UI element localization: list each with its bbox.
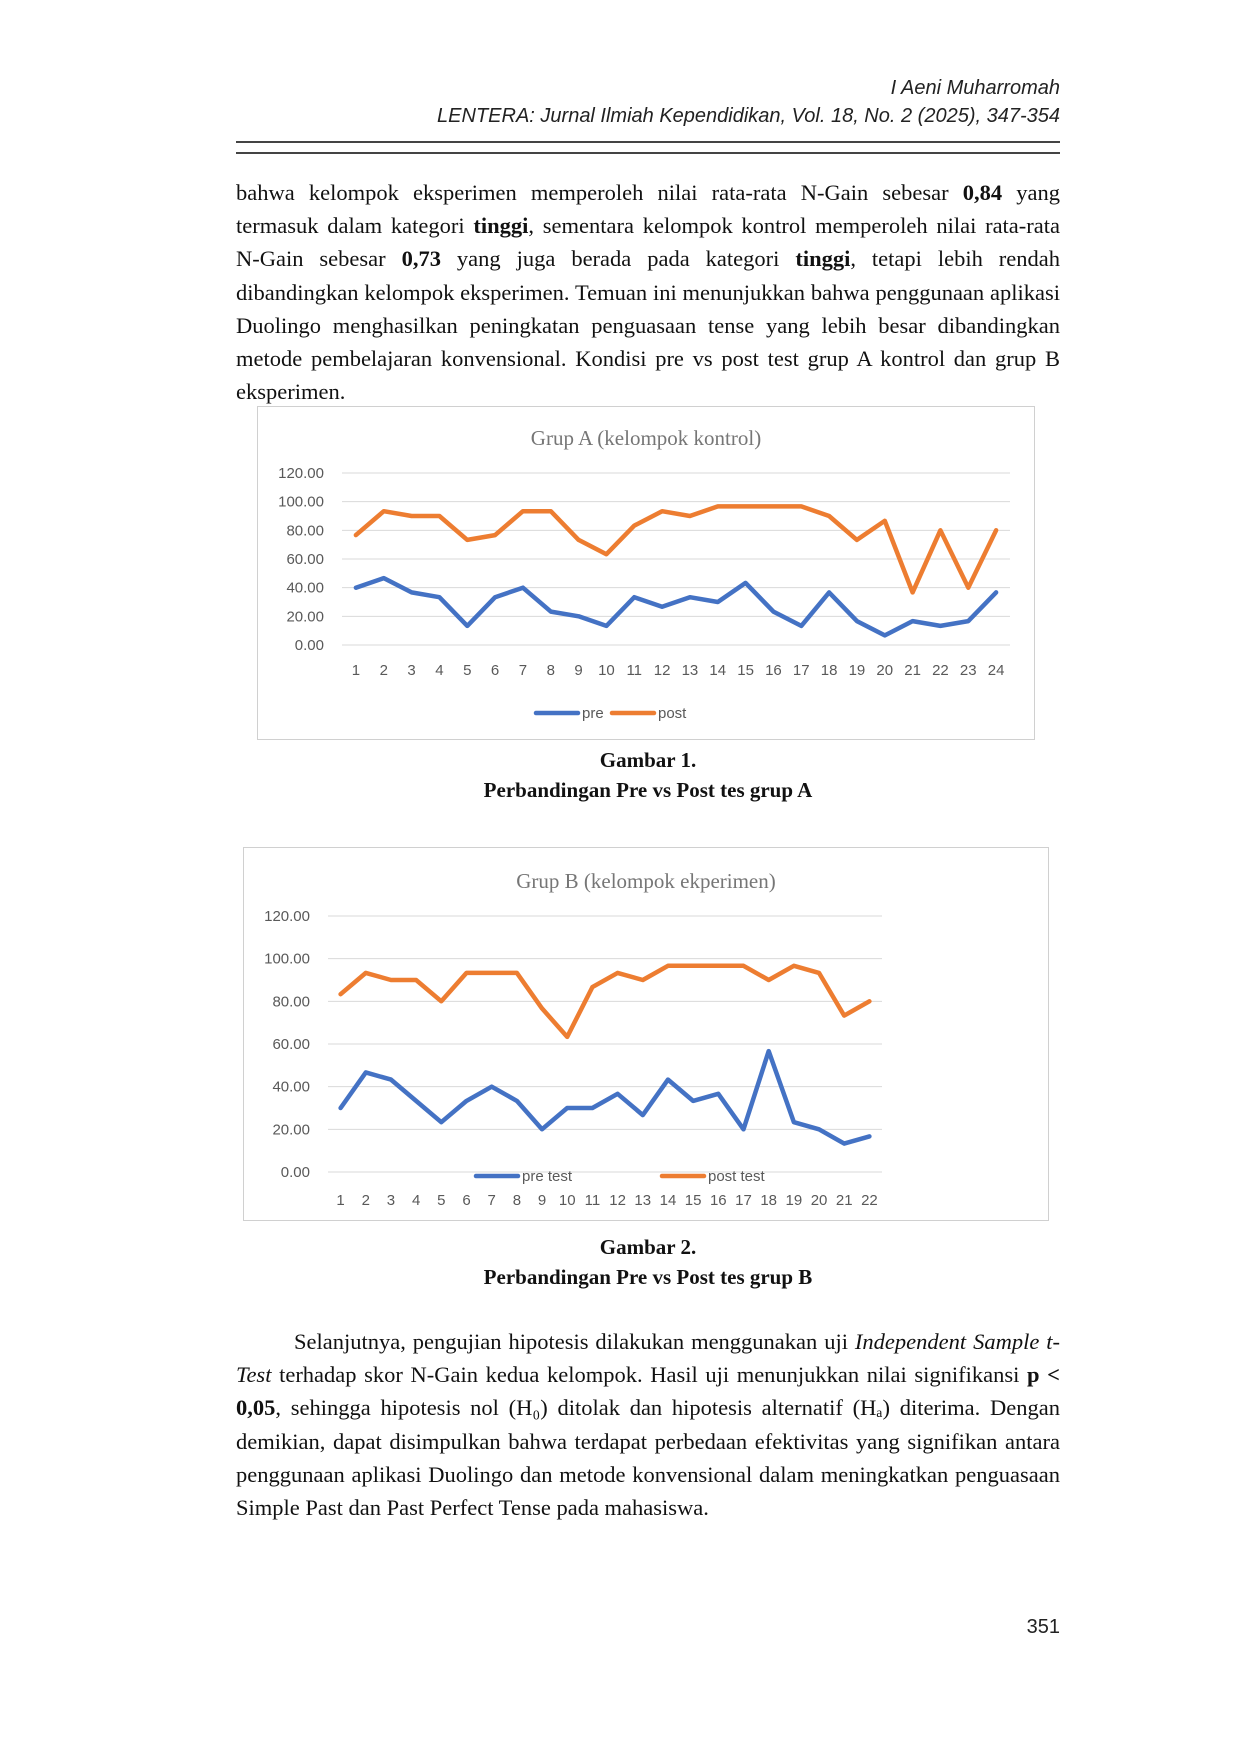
- figure-1-chart: Grup A (kelompok kontrol) 0.00 20.00 40.00 6…: [278, 426, 1010, 722]
- chart-title: Grup B (kelompok ekperimen): [516, 869, 776, 893]
- x-tick-label: 8: [513, 1192, 521, 1209]
- x-tick-label: 1: [336, 1192, 344, 1209]
- x-tick-label: 11: [585, 1192, 601, 1209]
- x-tick-label: 16: [710, 1192, 727, 1209]
- x-tick-label: 12: [609, 1192, 626, 1209]
- x-tick-label: 21: [836, 1192, 853, 1209]
- x-tick-label: 6: [462, 1192, 470, 1209]
- x-tick-label: 21: [904, 662, 921, 679]
- x-tick-label: 13: [682, 662, 699, 679]
- y-tick-label: 40.00: [286, 580, 324, 597]
- series-line-pre-test: [338, 1048, 872, 1146]
- x-tick-label: 9: [574, 662, 582, 679]
- x-tick-label: 14: [709, 662, 726, 679]
- x-tick-label: 19: [786, 1192, 803, 1209]
- x-tick-label: 11: [626, 662, 642, 679]
- x-tick-label: 12: [654, 662, 671, 679]
- chart-title: Grup A (kelompok kontrol): [531, 426, 761, 450]
- y-tick-label: 100.00: [264, 951, 310, 968]
- x-tick-label: 13: [634, 1192, 651, 1209]
- figure-1-caption-label: Gambar 1.: [599, 748, 697, 772]
- y-tick-label: 100.00: [278, 494, 324, 511]
- x-tick-label: 23: [960, 662, 977, 679]
- x-tick-label: 10: [559, 1192, 576, 1209]
- x-tick-label: 7: [488, 1192, 496, 1209]
- x-tick-label: 20: [811, 1192, 828, 1209]
- y-tick-label: 40.00: [272, 1079, 310, 1096]
- x-tick-label: 24: [988, 662, 1005, 679]
- y-tick-label: 0.00: [295, 637, 324, 654]
- x-tick-label: 17: [793, 662, 810, 679]
- header-author: I Aeni Muharromah: [890, 77, 1060, 99]
- x-tick-label: 2: [380, 662, 388, 679]
- y-tick-label: 60.00: [286, 551, 324, 568]
- x-tick-label: 22: [932, 662, 949, 679]
- x-tick-label: 3: [387, 1192, 395, 1209]
- y-tick-label: 0.00: [281, 1164, 310, 1181]
- y-tick-label: 120.00: [278, 465, 324, 482]
- figure-2-caption-label: Gambar 2.: [599, 1235, 697, 1259]
- x-tick-label: 4: [435, 662, 443, 679]
- series-line-post: [353, 504, 999, 595]
- figure-1-caption: Gambar 1. Perbandingan Pre vs Post tes g…: [236, 745, 1060, 805]
- header-rule-bottom: [236, 152, 1060, 154]
- x-tick-label: 16: [765, 662, 782, 679]
- x-tick-label: 9: [538, 1192, 546, 1209]
- x-tick-label: 15: [685, 1192, 702, 1209]
- legend-label: post test: [708, 1168, 766, 1185]
- figure-2-chart-frame: Grup B (kelompok ekperimen) 0.00 20.00 40.0…: [243, 847, 1049, 1221]
- x-tick-label: 5: [463, 662, 471, 679]
- x-tick-label: 3: [407, 662, 415, 679]
- figure-1-chart-frame: Grup A (kelompok kontrol) 0.00 20.00 40.00 6…: [257, 406, 1035, 740]
- x-tick-label: 15: [737, 662, 754, 679]
- x-tick-label: 17: [735, 1192, 752, 1209]
- header-rule-top: [236, 141, 1060, 143]
- x-tick-label: 4: [412, 1192, 420, 1209]
- legend-label: pre test: [522, 1168, 573, 1185]
- paragraph-2: Selanjutnya, pengujian hipotesis dilakuk…: [236, 1329, 1060, 1521]
- y-tick-label: 120.00: [264, 908, 310, 925]
- x-tick-label: 20: [876, 662, 893, 679]
- y-tick-label: 80.00: [272, 993, 310, 1010]
- running-header: I Aeni Muharromah LENTERA: Jurnal Ilmiah…: [437, 74, 1060, 130]
- paragraph-1: bahwa kelompok eksperimen memperoleh nil…: [236, 180, 1061, 405]
- x-tick-label: 7: [519, 662, 527, 679]
- x-tick-label: 19: [849, 662, 866, 679]
- figure-2-caption-title: Perbandingan Pre vs Post tes grup B: [483, 1265, 813, 1289]
- x-tick-label: 1: [352, 662, 360, 679]
- x-tick-label: 10: [598, 662, 615, 679]
- series-line-pre: [353, 575, 999, 638]
- figure-2-chart: Grup B (kelompok ekperimen) 0.00 20.00 40.0…: [264, 869, 882, 1209]
- x-tick-label: 18: [821, 662, 838, 679]
- header-journal: LENTERA: Jurnal Ilmiah Kependidikan, Vol…: [437, 105, 1060, 127]
- series-line-post-test: [338, 963, 872, 1040]
- y-tick-label: 20.00: [286, 608, 324, 625]
- y-tick-label: 80.00: [286, 522, 324, 539]
- figure-2-caption: Gambar 2. Perbandingan Pre vs Post tes g…: [236, 1232, 1060, 1292]
- figure-1-caption-title: Perbandingan Pre vs Post tes grup A: [483, 778, 813, 802]
- x-tick-label: 2: [362, 1192, 370, 1209]
- page-number: 351: [1026, 1616, 1060, 1638]
- y-tick-label: 60.00: [272, 1036, 310, 1053]
- x-tick-label: 6: [491, 662, 499, 679]
- x-tick-label: 14: [660, 1192, 677, 1209]
- x-tick-label: 22: [861, 1192, 878, 1209]
- x-tick-label: 18: [760, 1192, 777, 1209]
- y-tick-label: 20.00: [272, 1121, 310, 1138]
- x-tick-label: 8: [547, 662, 555, 679]
- x-tick-label: 5: [437, 1192, 445, 1209]
- legend-label: pre: [582, 705, 604, 722]
- legend-label: post: [658, 705, 687, 722]
